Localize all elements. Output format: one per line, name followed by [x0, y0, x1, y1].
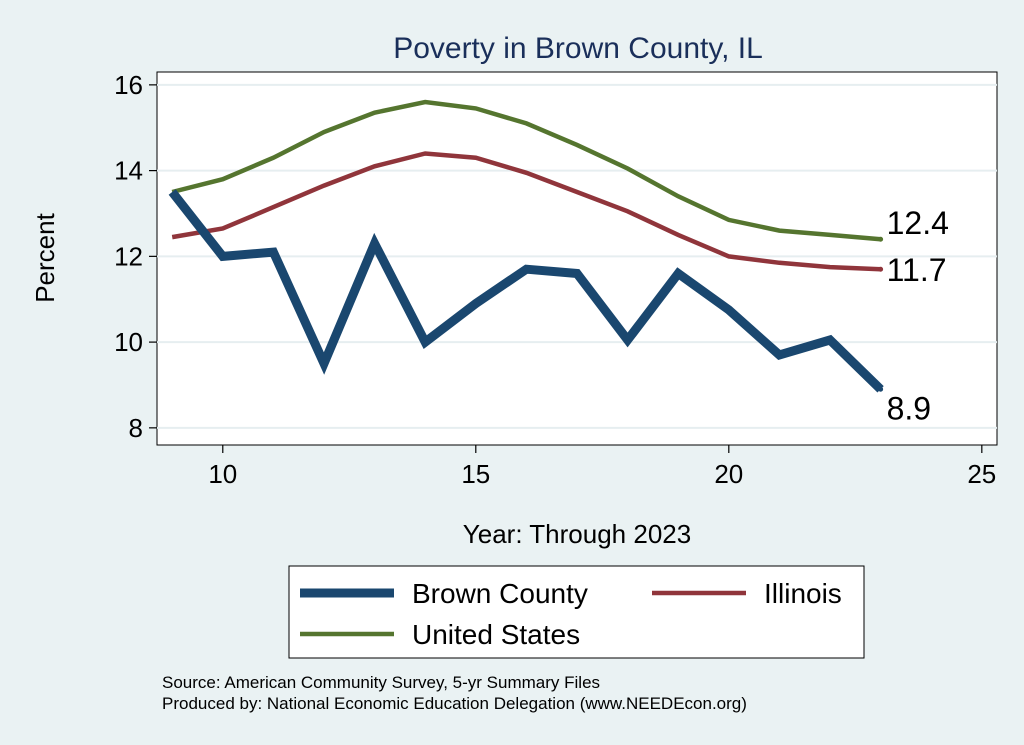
legend-label-brown-county: Brown County [412, 578, 588, 609]
end-labels: 8.9 11.7 12.4 [887, 205, 949, 426]
brown-county-end-label: 8.9 [887, 390, 931, 426]
legend-box [288, 565, 865, 659]
y-tick-label: 14 [114, 156, 143, 186]
axes: 8 10 12 14 16 10 15 20 25 [114, 70, 996, 489]
illinois-end-label: 11.7 [887, 252, 947, 288]
y-tick-label: 16 [114, 70, 143, 100]
y-axis-title: Percent [30, 212, 60, 302]
x-tick-label: 15 [461, 459, 490, 489]
y-tick-label: 12 [114, 241, 143, 271]
legend-label-illinois: Illinois [764, 578, 842, 609]
legend: Brown County Illinois United States [288, 565, 865, 659]
x-tick-label: 25 [967, 459, 996, 489]
united-states-end-label: 12.4 [887, 205, 949, 241]
brown-county-line [168, 189, 884, 393]
gridlines [157, 83, 997, 429]
plot-area [156, 71, 998, 446]
y-tick-label: 10 [114, 327, 143, 357]
chart-title: Poverty in Brown County, IL [393, 32, 763, 65]
united-states-end-point [878, 236, 884, 242]
x-tick-label: 10 [208, 459, 237, 489]
illinois-end-point [878, 266, 884, 272]
y-tick-label: 8 [129, 413, 143, 443]
series-lines [168, 99, 884, 393]
united-states-line [171, 99, 881, 242]
producer-note: Produced by: National Economic Education… [162, 694, 747, 713]
legend-label-united-states: United States [412, 619, 580, 650]
x-tick-label: 20 [714, 459, 743, 489]
x-axis-title: Year: Through 2023 [463, 519, 691, 549]
brown-county-end-point [878, 386, 884, 392]
source-note: Source: American Community Survey, 5-yr … [162, 673, 600, 692]
illinois-line [171, 151, 881, 272]
